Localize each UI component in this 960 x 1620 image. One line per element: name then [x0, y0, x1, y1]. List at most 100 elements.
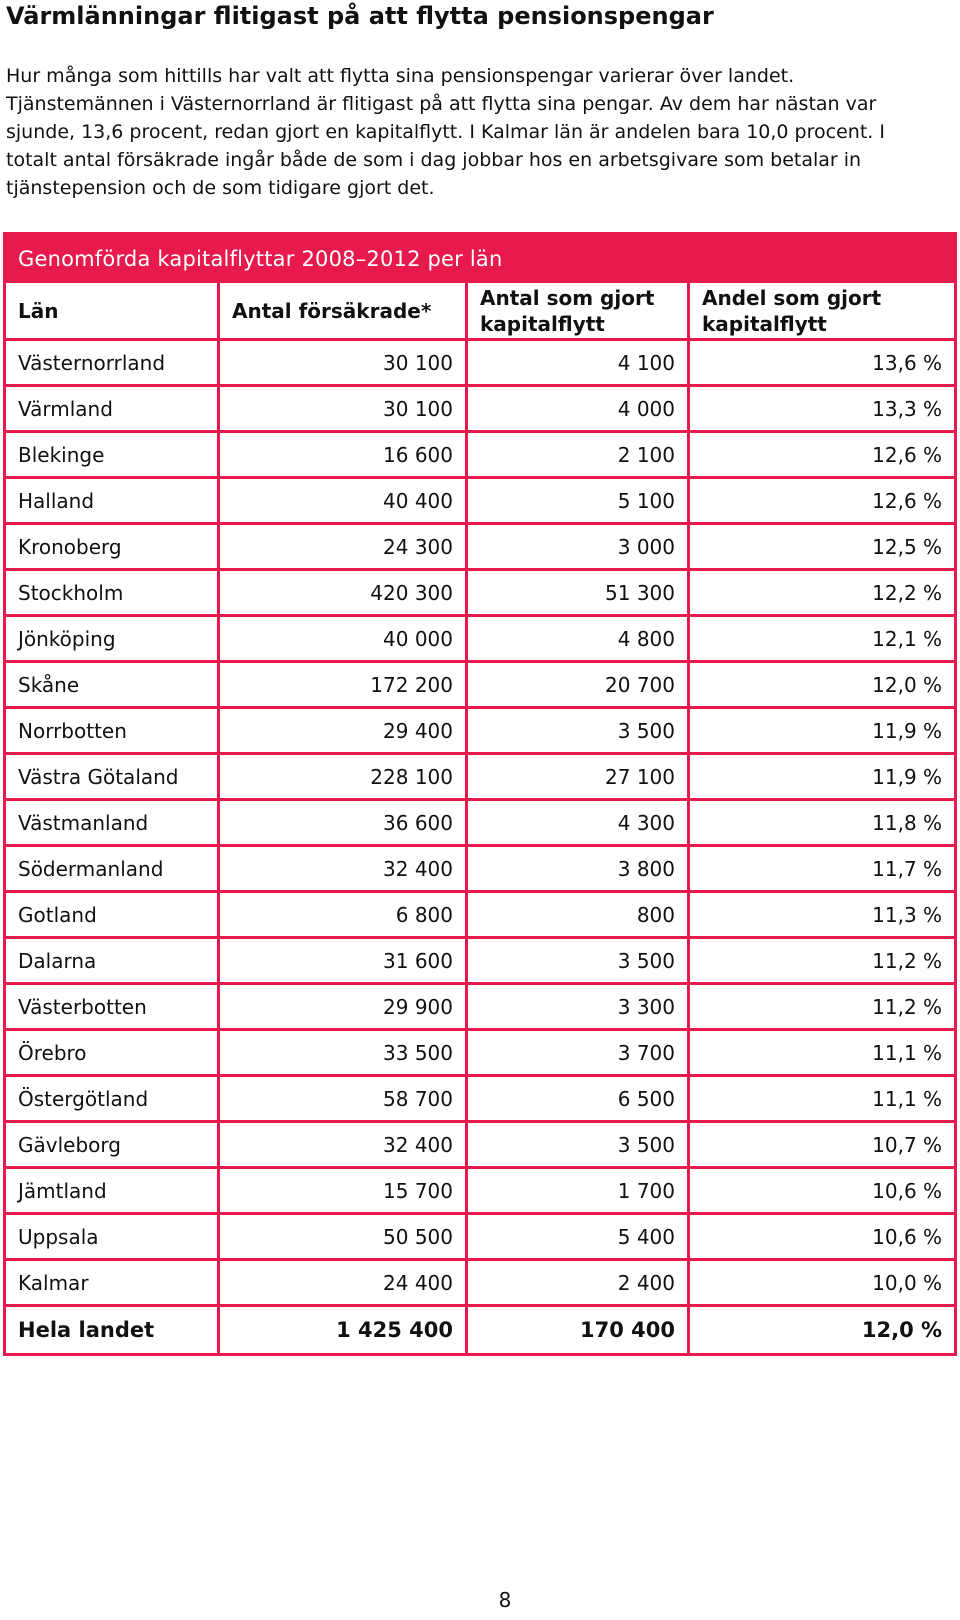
- column-header-antal-kapitalflytt: Antal som gjort kapitalflytt: [468, 283, 690, 341]
- cell-antal-forsakrade: 32 400: [220, 847, 468, 893]
- cell-andel-kapitalflytt: 13,6 %: [690, 341, 955, 387]
- cell-andel-kapitalflytt: 11,3 %: [690, 893, 955, 939]
- table-row: Kronoberg 24 300 3 000 12,5 %: [6, 525, 955, 571]
- cell-antal-forsakrade: 15 700: [220, 1169, 468, 1215]
- cell-antal-kapitalflytt: 800: [468, 893, 690, 939]
- intro-paragraph: Hur många som hittills har valt att flyt…: [6, 65, 885, 199]
- cell-andel-kapitalflytt: 11,1 %: [690, 1031, 955, 1077]
- cell-antal-forsakrade: 24 300: [220, 525, 468, 571]
- table-row: Halland 40 400 5 100 12,6 %: [6, 479, 955, 525]
- cell-antal-kapitalflytt: 3 500: [468, 939, 690, 985]
- total-cell-antal-kapitalflytt: 170 400: [468, 1307, 690, 1353]
- cell-antal-kapitalflytt: 5 400: [468, 1215, 690, 1261]
- cell-antal-kapitalflytt: 3 700: [468, 1031, 690, 1077]
- cell-antal-kapitalflytt: 4 300: [468, 801, 690, 847]
- table-total-row: Hela landet 1 425 400 170 400 12,0 %: [6, 1307, 955, 1353]
- cell-antal-kapitalflytt: 3 000: [468, 525, 690, 571]
- cell-andel-kapitalflytt: 11,1 %: [690, 1077, 955, 1123]
- cell-antal-kapitalflytt: 3 500: [468, 1123, 690, 1169]
- cell-lan: Jönköping: [6, 617, 220, 663]
- table-row: Södermanland 32 400 3 800 11,7 %: [6, 847, 955, 893]
- cell-antal-forsakrade: 31 600: [220, 939, 468, 985]
- cell-antal-kapitalflytt: 20 700: [468, 663, 690, 709]
- table-row: Dalarna 31 600 3 500 11,2 %: [6, 939, 955, 985]
- cell-lan: Dalarna: [6, 939, 220, 985]
- table-row: Uppsala 50 500 5 400 10,6 %: [6, 1215, 955, 1261]
- table-row: Blekinge 16 600 2 100 12,6 %: [6, 433, 955, 479]
- cell-antal-forsakrade: 50 500: [220, 1215, 468, 1261]
- cell-antal-kapitalflytt: 3 800: [468, 847, 690, 893]
- kapitalflytt-table: Genomförda kapitalflyttar 2008–2012 per …: [3, 232, 958, 1356]
- cell-andel-kapitalflytt: 10,7 %: [690, 1123, 955, 1169]
- cell-andel-kapitalflytt: 10,0 %: [690, 1261, 955, 1307]
- cell-antal-kapitalflytt: 4 800: [468, 617, 690, 663]
- cell-andel-kapitalflytt: 12,2 %: [690, 571, 955, 617]
- table-row: Norrbotten 29 400 3 500 11,9 %: [6, 709, 955, 755]
- cell-antal-forsakrade: 172 200: [220, 663, 468, 709]
- cell-antal-kapitalflytt: 2 400: [468, 1261, 690, 1307]
- cell-andel-kapitalflytt: 12,1 %: [690, 617, 955, 663]
- total-cell-antal-forsakrade: 1 425 400: [220, 1307, 468, 1353]
- cell-andel-kapitalflytt: 13,3 %: [690, 387, 955, 433]
- cell-andel-kapitalflytt: 11,9 %: [690, 755, 955, 801]
- cell-antal-kapitalflytt: 5 100: [468, 479, 690, 525]
- cell-antal-kapitalflytt: 3 500: [468, 709, 690, 755]
- cell-lan: Västernorrland: [6, 341, 220, 387]
- table-row: Värmland 30 100 4 000 13,3 %: [6, 387, 955, 433]
- cell-antal-forsakrade: 30 100: [220, 341, 468, 387]
- table-row: Jönköping 40 000 4 800 12,1 %: [6, 617, 955, 663]
- column-header-lan: Län: [6, 283, 220, 341]
- cell-lan: Västmanland: [6, 801, 220, 847]
- cell-andel-kapitalflytt: 10,6 %: [690, 1169, 955, 1215]
- cell-andel-kapitalflytt: 12,6 %: [690, 433, 955, 479]
- cell-antal-forsakrade: 420 300: [220, 571, 468, 617]
- cell-lan: Gävleborg: [6, 1123, 220, 1169]
- cell-andel-kapitalflytt: 12,6 %: [690, 479, 955, 525]
- table-row: Västernorrland 30 100 4 100 13,6 %: [6, 341, 955, 387]
- table-row: Skåne 172 200 20 700 12,0 %: [6, 663, 955, 709]
- cell-antal-kapitalflytt: 1 700: [468, 1169, 690, 1215]
- cell-antal-kapitalflytt: 3 300: [468, 985, 690, 1031]
- cell-antal-kapitalflytt: 4 000: [468, 387, 690, 433]
- table-row: Gävleborg 32 400 3 500 10,7 %: [6, 1123, 955, 1169]
- cell-andel-kapitalflytt: 12,0 %: [690, 663, 955, 709]
- table-caption: Genomförda kapitalflyttar 2008–2012 per …: [6, 235, 955, 283]
- cell-antal-kapitalflytt: 4 100: [468, 341, 690, 387]
- cell-antal-forsakrade: 32 400: [220, 1123, 468, 1169]
- cell-antal-forsakrade: 36 600: [220, 801, 468, 847]
- table-row: Jämtland 15 700 1 700 10,6 %: [6, 1169, 955, 1215]
- cell-antal-forsakrade: 30 100: [220, 387, 468, 433]
- cell-lan: Norrbotten: [6, 709, 220, 755]
- table-row: Västmanland 36 600 4 300 11,8 %: [6, 801, 955, 847]
- cell-lan: Uppsala: [6, 1215, 220, 1261]
- cell-lan: Halland: [6, 479, 220, 525]
- cell-lan: Blekinge: [6, 433, 220, 479]
- total-cell-lan: Hela landet: [6, 1307, 220, 1353]
- column-header-andel-kapitalflytt: Andel som gjort kapitalflytt: [690, 283, 955, 341]
- cell-antal-forsakrade: 29 400: [220, 709, 468, 755]
- cell-lan: Värmland: [6, 387, 220, 433]
- cell-andel-kapitalflytt: 11,9 %: [690, 709, 955, 755]
- total-cell-andel-kapitalflytt: 12,0 %: [690, 1307, 955, 1353]
- table-row: Västra Götaland 228 100 27 100 11,9 %: [6, 755, 955, 801]
- cell-andel-kapitalflytt: 11,2 %: [690, 939, 955, 985]
- table-caption-row: Genomförda kapitalflyttar 2008–2012 per …: [6, 235, 955, 283]
- table-row: Kalmar 24 400 2 400 10,0 %: [6, 1261, 955, 1307]
- cell-antal-forsakrade: 40 000: [220, 617, 468, 663]
- table-row: Västerbotten 29 900 3 300 11,2 %: [6, 985, 955, 1031]
- cell-antal-kapitalflytt: 51 300: [468, 571, 690, 617]
- cell-lan: Östergötland: [6, 1077, 220, 1123]
- cell-lan: Örebro: [6, 1031, 220, 1077]
- table-row: Östergötland 58 700 6 500 11,1 %: [6, 1077, 955, 1123]
- table-row: Örebro 33 500 3 700 11,1 %: [6, 1031, 955, 1077]
- cell-antal-forsakrade: 40 400: [220, 479, 468, 525]
- cell-antal-kapitalflytt: 2 100: [468, 433, 690, 479]
- cell-lan: Västra Götaland: [6, 755, 220, 801]
- page-number: 8: [498, 1588, 512, 1612]
- cell-lan: Stockholm: [6, 571, 220, 617]
- cell-lan: Jämtland: [6, 1169, 220, 1215]
- cell-antal-forsakrade: 58 700: [220, 1077, 468, 1123]
- cell-lan: Gotland: [6, 893, 220, 939]
- column-header-antal-forsakrade: Antal försäkrade*: [220, 283, 468, 341]
- cell-antal-forsakrade: 228 100: [220, 755, 468, 801]
